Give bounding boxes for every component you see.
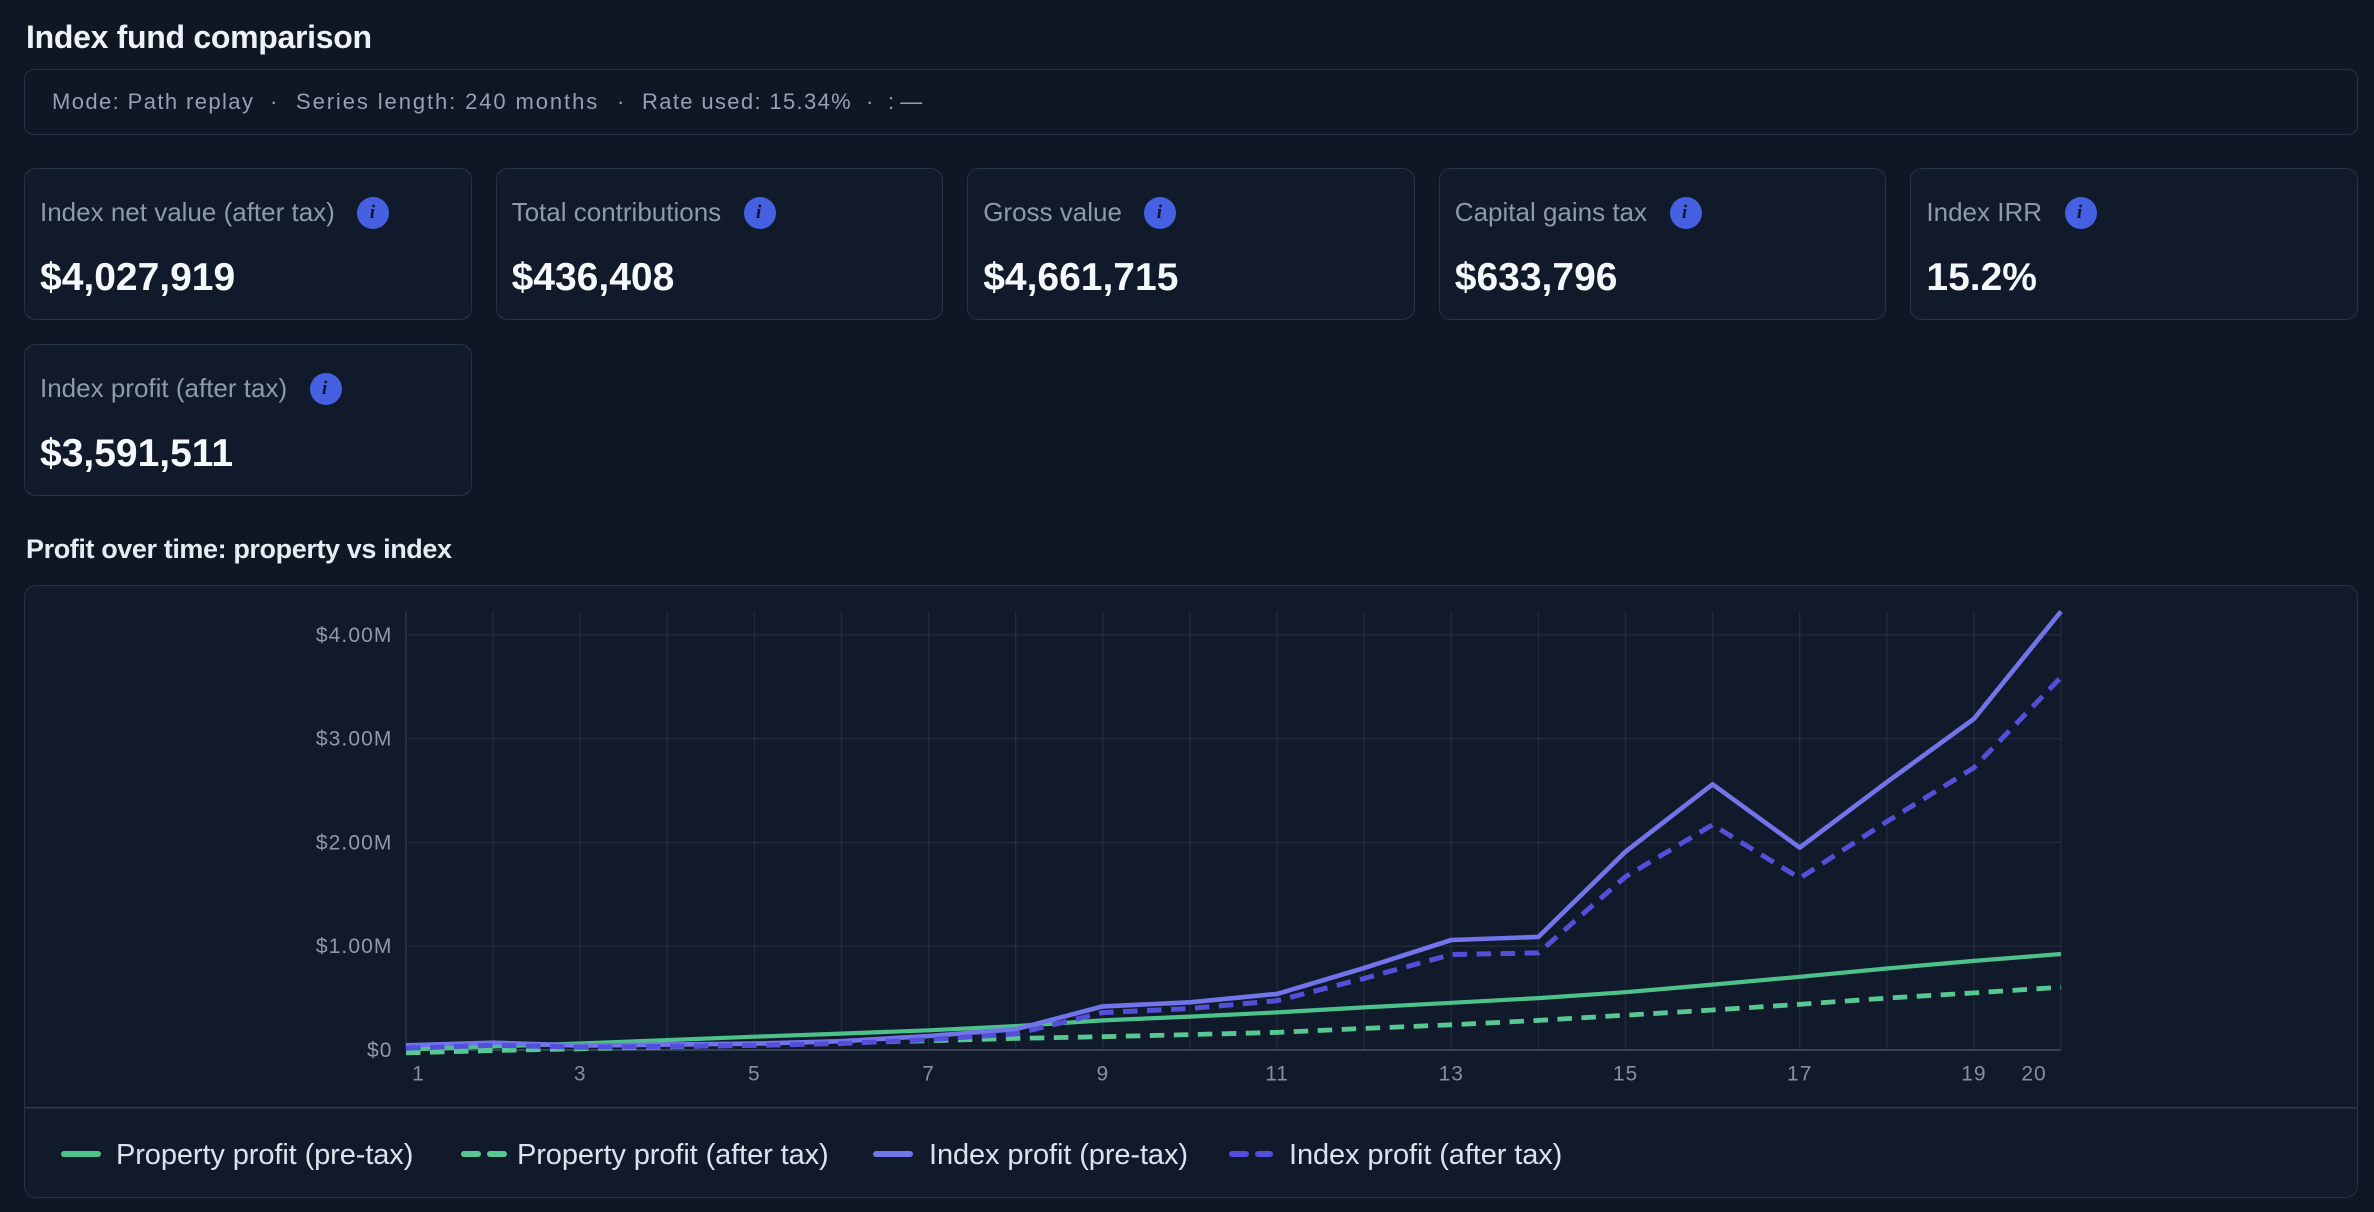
- svg-text:$0: $0: [367, 1039, 393, 1062]
- svg-text:$4.00M: $4.00M: [316, 623, 393, 646]
- svg-text:11: 11: [1265, 1062, 1289, 1085]
- svg-text:Property profit (pre-tax): Property profit (pre-tax): [116, 1139, 413, 1171]
- svg-text:15: 15: [1613, 1062, 1638, 1085]
- svg-text:Index profit (after tax): Index profit (after tax): [1289, 1139, 1562, 1171]
- svg-text:3: 3: [574, 1062, 587, 1085]
- svg-text:$1.00M: $1.00M: [316, 935, 393, 958]
- svg-text:13: 13: [1439, 1062, 1464, 1085]
- svg-text:17: 17: [1787, 1062, 1812, 1085]
- svg-text:5: 5: [748, 1062, 761, 1085]
- svg-text:7: 7: [922, 1062, 935, 1085]
- svg-text:$3.00M: $3.00M: [316, 727, 393, 750]
- svg-text:1: 1: [412, 1062, 425, 1085]
- svg-text:20: 20: [2021, 1062, 2046, 1085]
- svg-text:Property profit (after tax): Property profit (after tax): [517, 1139, 829, 1171]
- svg-text:Index profit (pre-tax): Index profit (pre-tax): [929, 1139, 1188, 1171]
- svg-text:19: 19: [1961, 1062, 1986, 1085]
- svg-text:$2.00M: $2.00M: [316, 831, 393, 854]
- svg-text:9: 9: [1096, 1062, 1109, 1085]
